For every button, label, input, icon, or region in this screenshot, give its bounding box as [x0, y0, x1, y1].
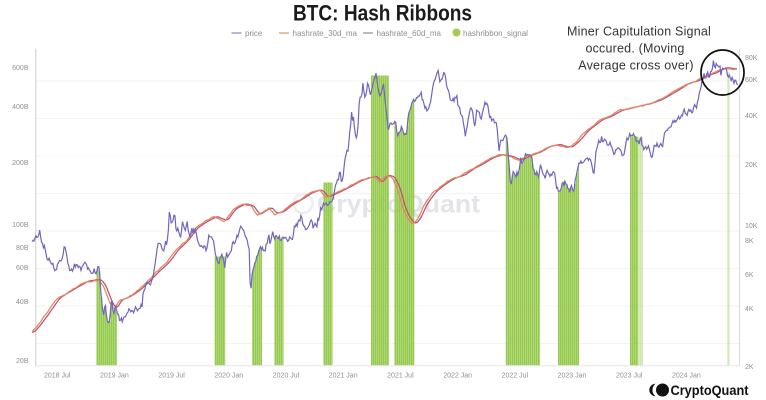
svg-text:4K: 4K	[745, 306, 754, 313]
svg-text:occured. (Moving: occured. (Moving	[585, 42, 684, 56]
svg-text:20B: 20B	[16, 358, 29, 365]
svg-text:20K: 20K	[745, 162, 758, 169]
svg-text:400B: 400B	[12, 104, 29, 111]
svg-text:600B: 600B	[12, 65, 29, 72]
svg-text:hashrate_30d_ma: hashrate_30d_ma	[293, 29, 358, 38]
svg-text:hashribbon_signal: hashribbon_signal	[463, 29, 528, 38]
svg-text:2021 Jan: 2021 Jan	[329, 373, 358, 380]
svg-text:2023 Jan: 2023 Jan	[558, 373, 587, 380]
svg-text:80B: 80B	[16, 245, 29, 252]
svg-text:Miner Capitulation Signal: Miner Capitulation Signal	[567, 25, 711, 39]
svg-text:hashrate_60d_ma: hashrate_60d_ma	[377, 29, 442, 38]
svg-text:10K: 10K	[745, 223, 758, 230]
svg-text:2022 Jan: 2022 Jan	[443, 373, 472, 380]
svg-text:2024 Jan: 2024 Jan	[672, 373, 701, 380]
svg-text:2023 Jul: 2023 Jul	[616, 373, 643, 380]
svg-text:2022 Jul: 2022 Jul	[502, 373, 529, 380]
svg-text:8K: 8K	[745, 238, 754, 245]
svg-text:60B: 60B	[16, 265, 29, 272]
svg-text:100B: 100B	[12, 222, 29, 229]
svg-text:2019 Jul: 2019 Jul	[158, 373, 185, 380]
svg-text:2021 Jul: 2021 Jul	[387, 373, 414, 380]
svg-text:40B: 40B	[16, 299, 29, 306]
svg-text:CryptoQuant: CryptoQuant	[671, 383, 749, 398]
svg-text:40K: 40K	[745, 113, 758, 120]
svg-text:2K: 2K	[745, 364, 754, 371]
svg-text:60K: 60K	[745, 77, 758, 84]
svg-text:2020 Jul: 2020 Jul	[273, 373, 300, 380]
svg-text:80K: 80K	[745, 55, 758, 62]
svg-text:2018 Jul: 2018 Jul	[44, 373, 71, 380]
svg-text:2020 Jan: 2020 Jan	[214, 373, 243, 380]
svg-text:6K: 6K	[745, 272, 754, 279]
svg-text:BTC: Hash Ribbons: BTC: Hash Ribbons	[293, 1, 472, 26]
svg-text:price: price	[245, 29, 263, 38]
svg-text:200B: 200B	[12, 160, 29, 167]
svg-text:Average cross over): Average cross over)	[578, 59, 693, 73]
svg-text:2019 Jan: 2019 Jan	[100, 373, 129, 380]
